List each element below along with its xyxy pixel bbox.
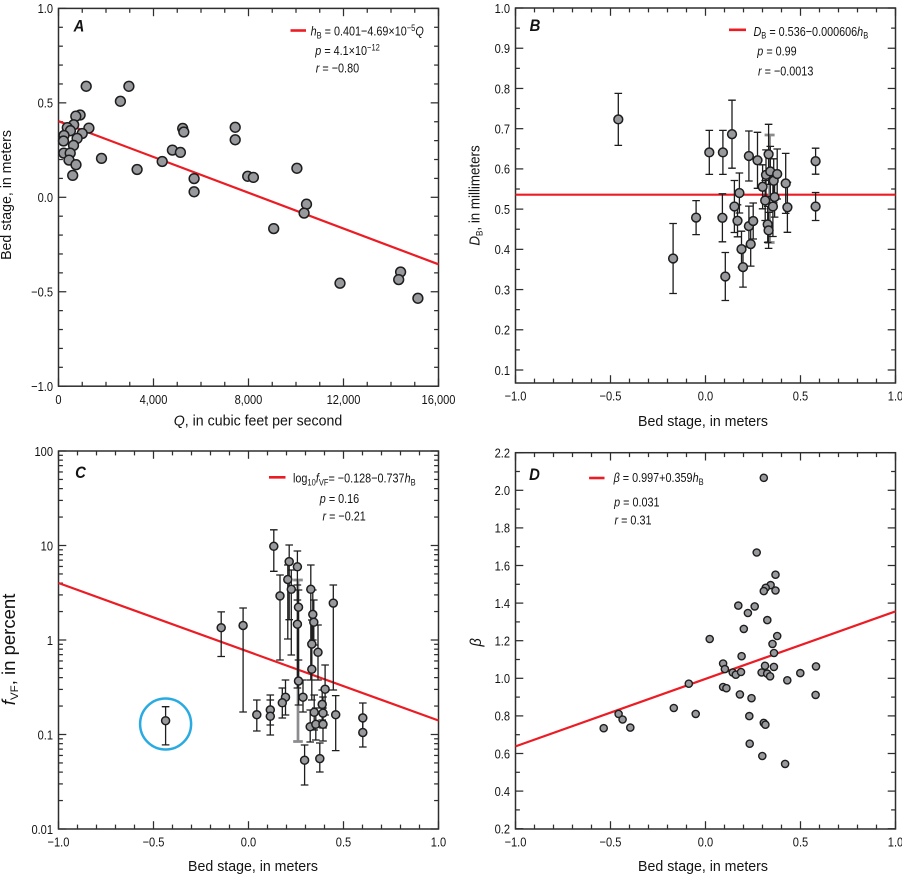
svg-text:D: D <box>529 466 540 484</box>
svg-text:r = −0.0013: r = −0.0013 <box>758 64 814 79</box>
svg-text:1.0: 1.0 <box>495 1 511 16</box>
svg-text:2.2: 2.2 <box>495 446 511 461</box>
svg-text:p = 4.1×10−12: p = 4.1×10−12 <box>314 42 380 59</box>
svg-text:Bed stage, in meters: Bed stage, in meters <box>188 859 318 875</box>
svg-text:1.0: 1.0 <box>38 1 54 16</box>
svg-text:0.3: 0.3 <box>495 282 511 297</box>
svg-text:−0.5: −0.5 <box>600 834 622 849</box>
svg-text:0.5: 0.5 <box>495 202 511 217</box>
svg-text:10: 10 <box>41 538 54 553</box>
svg-text:4,000: 4,000 <box>140 392 168 407</box>
svg-text:1.4: 1.4 <box>495 596 511 611</box>
svg-text:100: 100 <box>35 444 54 459</box>
svg-text:Bed stage, in meters: Bed stage, in meters <box>0 130 15 260</box>
svg-text:1.8: 1.8 <box>495 521 511 536</box>
svg-text:1.6: 1.6 <box>495 558 511 573</box>
svg-text:0.0: 0.0 <box>38 190 54 205</box>
svg-text:0.0: 0.0 <box>241 834 257 849</box>
svg-text:fVF, in percent: fVF, in percent <box>0 594 21 706</box>
svg-text:0.0: 0.0 <box>698 834 714 849</box>
svg-text:1.0: 1.0 <box>431 834 447 849</box>
svg-text:−0.5: −0.5 <box>143 834 165 849</box>
svg-text:0.5: 0.5 <box>793 834 809 849</box>
svg-text:0.5: 0.5 <box>336 834 352 849</box>
svg-text:−1.0: −1.0 <box>505 834 527 849</box>
svg-text:p = 0.16: p = 0.16 <box>319 491 360 506</box>
svg-text:0.5: 0.5 <box>793 389 809 404</box>
svg-text:0.5: 0.5 <box>38 96 54 111</box>
svg-text:16,000: 16,000 <box>422 392 456 407</box>
svg-text:Bed stage, in meters: Bed stage, in meters <box>638 859 768 875</box>
svg-text:0.01: 0.01 <box>31 822 53 837</box>
svg-text:2.0: 2.0 <box>495 483 511 498</box>
svg-text:0.4: 0.4 <box>495 242 511 257</box>
svg-text:B: B <box>530 17 541 35</box>
svg-text:0.6: 0.6 <box>495 746 511 761</box>
svg-text:0.9: 0.9 <box>495 41 511 56</box>
svg-text:r = −0.21: r = −0.21 <box>322 508 366 523</box>
svg-text:0: 0 <box>55 392 61 407</box>
svg-text:0.2: 0.2 <box>495 323 511 338</box>
svg-text:0.6: 0.6 <box>495 162 511 177</box>
svg-text:p = 0.99: p = 0.99 <box>756 43 797 58</box>
svg-text:A: A <box>73 18 85 36</box>
svg-text:0.8: 0.8 <box>495 81 511 96</box>
svg-text:r = 0.31: r = 0.31 <box>614 512 651 527</box>
svg-text:−1.0: −1.0 <box>31 379 53 394</box>
svg-text:8,000: 8,000 <box>235 392 263 407</box>
svg-text:0.7: 0.7 <box>495 122 511 137</box>
svg-text:1.0: 1.0 <box>888 389 902 404</box>
svg-text:1.0: 1.0 <box>888 834 902 849</box>
svg-text:1.0: 1.0 <box>495 671 511 686</box>
svg-text:C: C <box>75 464 86 482</box>
svg-text:−1.0: −1.0 <box>48 834 70 849</box>
svg-text:12,000: 12,000 <box>327 392 361 407</box>
svg-text:0.2: 0.2 <box>495 822 511 837</box>
svg-text:0.8: 0.8 <box>495 709 511 724</box>
svg-text:β: β <box>468 638 485 648</box>
svg-text:DB = 0.536−0.000606hB: DB = 0.536−0.000606hB <box>753 24 868 41</box>
svg-text:1: 1 <box>47 633 53 648</box>
svg-text:Bed stage, in meters: Bed stage, in meters <box>638 414 768 430</box>
svg-text:−1.0: −1.0 <box>505 389 527 404</box>
svg-text:0.4: 0.4 <box>495 784 511 799</box>
svg-text:0.1: 0.1 <box>495 363 511 378</box>
svg-text:hB = 0.401−4.69×10−5Q: hB = 0.401−4.69×10−5Q <box>311 22 424 40</box>
svg-text:−0.5: −0.5 <box>600 389 622 404</box>
svg-text:DB, in millimeters: DB, in millimeters <box>467 145 485 245</box>
svg-text:r = −0.80: r = −0.80 <box>316 60 360 75</box>
svg-text:1.2: 1.2 <box>495 634 511 649</box>
svg-text:β = 0.997+0.359hB: β = 0.997+0.359hB <box>613 470 704 487</box>
svg-text:Q, in cubic feet per second: Q, in cubic feet per second <box>174 413 342 429</box>
svg-text:0.0: 0.0 <box>698 389 714 404</box>
svg-text:−0.5: −0.5 <box>31 285 53 300</box>
svg-text:0.1: 0.1 <box>38 727 54 742</box>
svg-text:p = 0.031: p = 0.031 <box>613 494 660 509</box>
